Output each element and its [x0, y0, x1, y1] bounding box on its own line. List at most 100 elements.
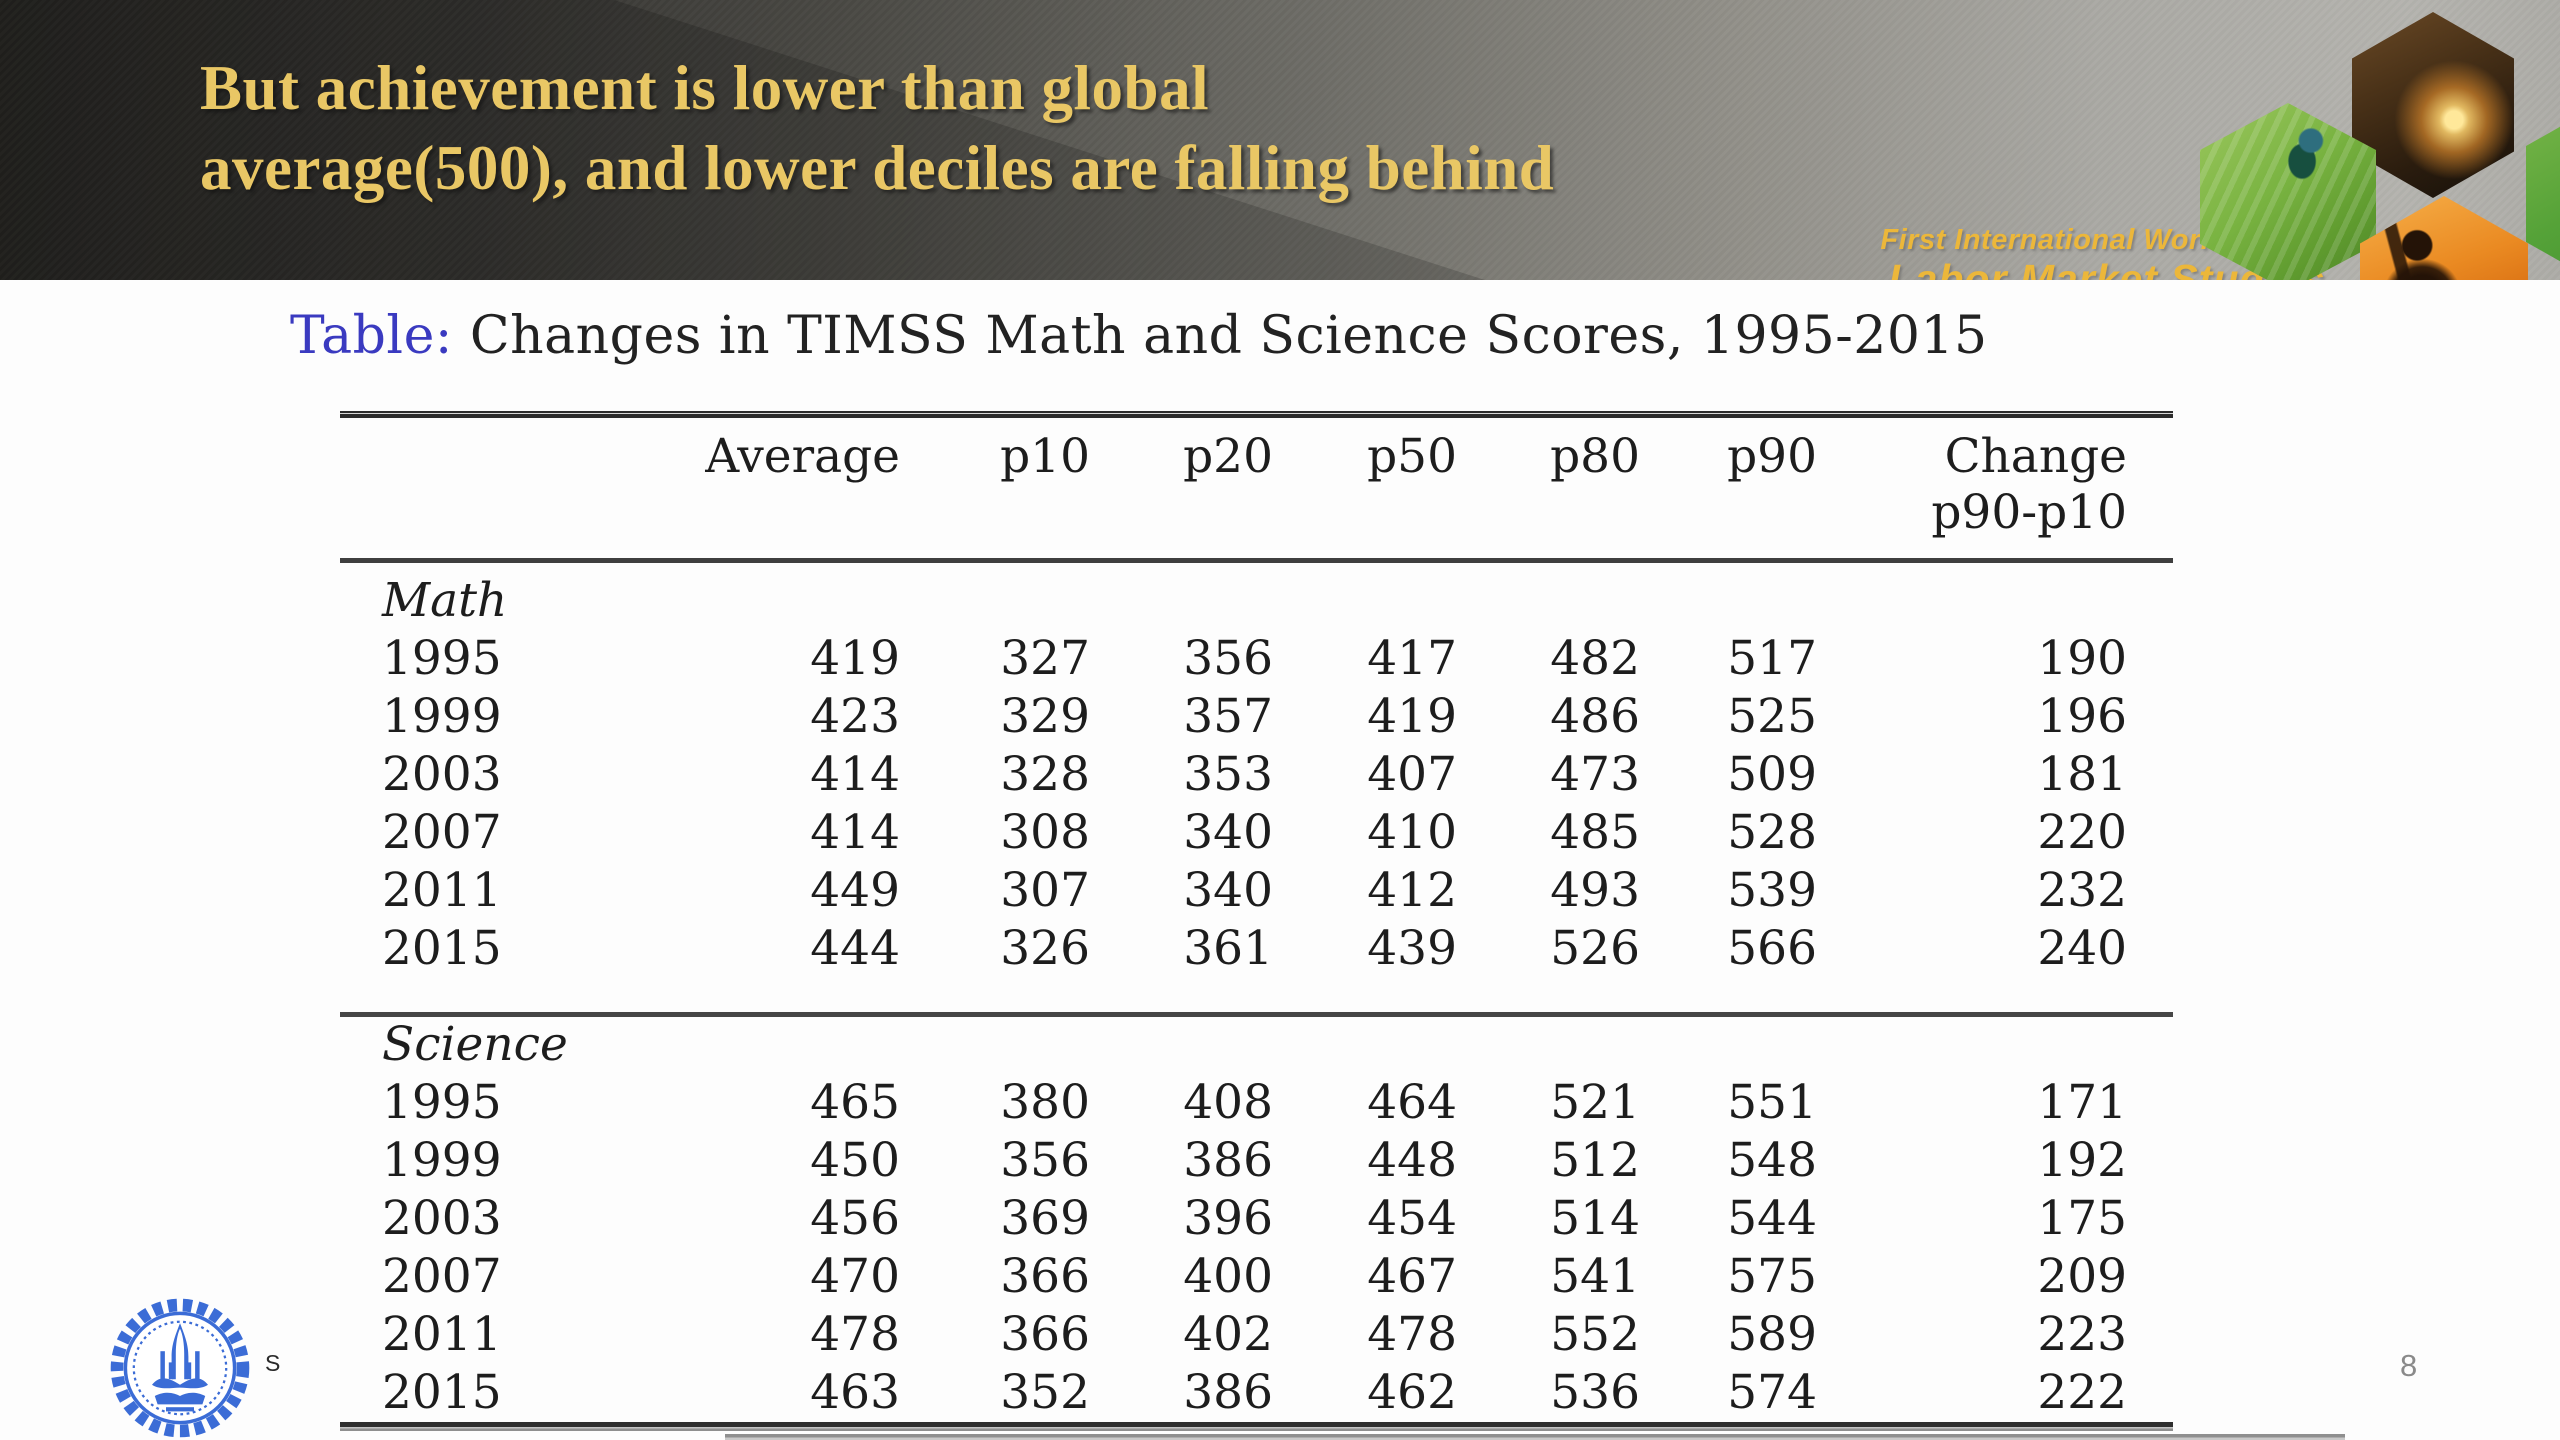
- cell-p50: 407: [1367, 747, 1457, 802]
- cell-p90: 528: [1727, 805, 1817, 860]
- cell-p80: 514: [1550, 1191, 1640, 1246]
- cell-p20: 361: [1183, 921, 1273, 976]
- table-mid-rule: [340, 1012, 2173, 1017]
- table-caption-text: Changes in TIMSS Math and Science Scores…: [469, 306, 1988, 366]
- cell-p50: 464: [1367, 1075, 1457, 1130]
- cell-change: 222: [2037, 1365, 2128, 1420]
- cell-change: 192: [2037, 1133, 2128, 1188]
- cell-average: 414: [810, 747, 900, 802]
- header-banner: But achievement is lower than global ave…: [0, 0, 2560, 280]
- table-header-rule: [340, 558, 2173, 563]
- table-row: 1995 465 380 408 464 521 551 171: [340, 1074, 2127, 1132]
- welding-photo-hexagon: [2352, 12, 2514, 198]
- cell-p50: 419: [1367, 689, 1457, 744]
- cell-p80: 486: [1550, 689, 1640, 744]
- cell-p10: 356: [1000, 1133, 1090, 1188]
- table-top-rule: [340, 411, 2173, 418]
- table-row: 1995 419 327 356 417 482 517 190: [340, 630, 2127, 688]
- table-bottom-rule: [340, 1422, 2173, 1431]
- cell-p20: 386: [1183, 1365, 1273, 1420]
- table-row: 2015 463 352 386 462 536 574 222: [340, 1364, 2127, 1422]
- university-emblem-icon: [110, 1298, 250, 1438]
- cell-p90: 517: [1727, 631, 1817, 686]
- header-p80: p80: [1550, 429, 1640, 484]
- table-row: 2003 414 328 353 407 473 509 181: [340, 746, 2127, 804]
- banner-texture: [0, 0, 2560, 280]
- cell-p50: 467: [1367, 1249, 1457, 1304]
- header-p50: p50: [1367, 429, 1457, 484]
- table-row: 2007 414 308 340 410 485 528 220: [340, 804, 2127, 862]
- cell-p10: 307: [1000, 863, 1090, 918]
- cell-p80: 541: [1550, 1249, 1640, 1304]
- table-row: 2011 478 366 402 478 552 589 223: [340, 1306, 2127, 1364]
- cell-p10: 380: [1000, 1075, 1090, 1130]
- cell-p10: 366: [1000, 1249, 1090, 1304]
- cell-p20: 340: [1183, 863, 1273, 918]
- cell-change: 220: [2037, 805, 2128, 860]
- math-section: Math 1995 419 327 356 417 482 517 190 19…: [340, 572, 2127, 978]
- cell-change: 223: [2037, 1307, 2128, 1362]
- science-section: Science 1995 465 380 408 464 521 551 171…: [340, 1016, 2127, 1422]
- cell-p90: 575: [1727, 1249, 1817, 1304]
- table-row: 2011 449 307 340 412 493 539 232: [340, 862, 2127, 920]
- table-caption-label: Table:: [290, 306, 453, 366]
- cell-average: 423: [810, 689, 900, 744]
- science-section-label: Science: [382, 1017, 568, 1072]
- cell-p10: 326: [1000, 921, 1090, 976]
- cell-change: 232: [2037, 863, 2128, 918]
- cell-p10: 327: [1000, 631, 1090, 686]
- cell-p80: 552: [1550, 1307, 1640, 1362]
- cell-average: 456: [810, 1191, 900, 1246]
- cell-p50: 454: [1367, 1191, 1457, 1246]
- cell-p90: 566: [1727, 921, 1817, 976]
- cell-change: 240: [2037, 921, 2128, 976]
- cell-p20: 402: [1183, 1307, 1273, 1362]
- section-label-row: Math: [340, 572, 2127, 630]
- cell-year: 2011: [382, 863, 502, 918]
- header-p90: p90: [1727, 429, 1817, 484]
- cell-change: 190: [2037, 631, 2128, 686]
- cell-p80: 485: [1550, 805, 1640, 860]
- cell-p10: 352: [1000, 1365, 1090, 1420]
- cell-average: 470: [810, 1249, 900, 1304]
- workshop-name-line2: Labor Market Studies: [1888, 256, 2326, 280]
- cell-p20: 340: [1183, 805, 1273, 860]
- table-row: 2015 444 326 361 439 526 566 240: [340, 920, 2127, 978]
- cell-p80: 482: [1550, 631, 1640, 686]
- cell-change: 196: [2037, 689, 2128, 744]
- cell-year: 2007: [382, 805, 502, 860]
- cell-p50: 417: [1367, 631, 1457, 686]
- header-change-line2: p90-p10: [1931, 485, 2127, 540]
- cell-p20: 396: [1183, 1191, 1273, 1246]
- cell-p20: 386: [1183, 1133, 1273, 1188]
- cell-average: 450: [810, 1133, 900, 1188]
- cell-average: 463: [810, 1365, 900, 1420]
- cell-p80: 512: [1550, 1133, 1640, 1188]
- cell-p80: 493: [1550, 863, 1640, 918]
- cell-p50: 439: [1367, 921, 1457, 976]
- cell-p10: 308: [1000, 805, 1090, 860]
- cell-p80: 526: [1550, 921, 1640, 976]
- table-row: 2003 456 369 396 454 514 544 175: [340, 1190, 2127, 1248]
- cell-year: 2003: [382, 1191, 502, 1246]
- university-logo: [110, 1298, 250, 1438]
- cell-p20: 353: [1183, 747, 1273, 802]
- cell-p80: 473: [1550, 747, 1640, 802]
- cell-average: 414: [810, 805, 900, 860]
- cell-p90: 548: [1727, 1133, 1817, 1188]
- header-change-line1: Change: [1944, 429, 2127, 484]
- cell-p50: 412: [1367, 863, 1457, 918]
- cell-p20: 357: [1183, 689, 1273, 744]
- header-change: Change p90-p10: [1817, 419, 2127, 541]
- cell-p90: 525: [1727, 689, 1817, 744]
- cell-p80: 521: [1550, 1075, 1640, 1130]
- cell-p50: 478: [1367, 1307, 1457, 1362]
- cell-average: 465: [810, 1075, 900, 1130]
- cell-year: 1999: [382, 689, 502, 744]
- cell-p50: 410: [1367, 805, 1457, 860]
- cell-year: 2015: [382, 1365, 502, 1420]
- header-p20: p20: [1183, 429, 1273, 484]
- cell-year: 2007: [382, 1249, 502, 1304]
- cell-year: 2011: [382, 1307, 502, 1362]
- cell-year: 1995: [382, 1075, 502, 1130]
